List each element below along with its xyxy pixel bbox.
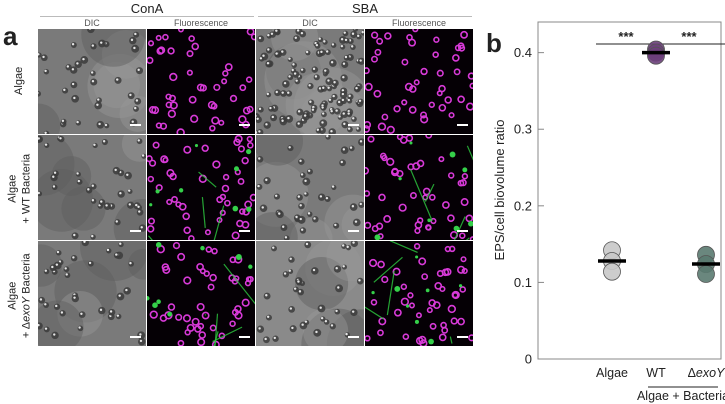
image-algae-exoy-cona-fluorescence	[147, 241, 255, 346]
image-algae-exoy-sba-fluorescence	[365, 241, 473, 346]
col-label-sba-fluorescence: Fluorescence	[391, 18, 447, 28]
group-title-cona: ConA	[130, 1, 164, 16]
image-algae-wt-sba-dic	[256, 135, 364, 240]
x-category-label: WT	[646, 366, 666, 380]
image-algae-cona-fluorescence	[147, 29, 255, 134]
significance-label: ***	[681, 29, 697, 44]
col-label-cona-fluorescence: Fluorescence	[173, 18, 229, 28]
row-label-algae-exoy-line2: + ΔexoY Bacteria	[20, 253, 32, 339]
row-label-algae-exoy-line1: Algae	[6, 281, 19, 310]
row-label-algae-wt-line1: Algae	[6, 174, 19, 203]
image-algae-exoy-sba-dic	[256, 241, 364, 346]
data-point	[647, 46, 665, 65]
row-label-algae-text: Algae	[13, 66, 26, 95]
col-label-sba-dic: DIC	[302, 18, 318, 28]
y-tick-label: 0	[525, 352, 532, 367]
col-label-cona-dic: DIC	[84, 18, 100, 28]
eps-ratio-chart: EPS/cell biovolume ratio 0 0.1 0.2 0.3 0.4 A…	[492, 21, 725, 403]
panel-a-letter: a	[3, 21, 18, 51]
image-algae-sba-dic	[256, 29, 364, 134]
image-algae-exoy-cona-dic	[38, 241, 146, 346]
y-tick-label: 0.1	[514, 275, 532, 290]
image-algae-cona-dic	[38, 29, 146, 134]
y-axis-label: EPS/cell biovolume ratio	[492, 120, 507, 261]
significance-label: ***	[618, 29, 634, 44]
image-algae-wt-cona-fluorescence	[147, 135, 255, 240]
group-rule-sba	[258, 16, 472, 17]
image-algae-wt-sba-fluorescence	[365, 135, 473, 240]
data-point	[603, 262, 621, 281]
group-label: Algae + Bacteria	[637, 389, 725, 403]
row-label-algae-wt-line2: + WT Bacteria	[20, 153, 32, 224]
x-category-label: Algae	[596, 366, 628, 380]
group-title-sba: SBA	[351, 1, 378, 16]
panel-b-letter: b	[486, 28, 502, 58]
row-label-algae-wt: Algae + WT Bacteria	[6, 149, 34, 229]
x-category-label: ΔexoY	[688, 366, 725, 380]
data-point	[697, 265, 715, 283]
y-tick-label: 0.4	[514, 45, 532, 60]
row-label-algae-exoy: Algae + ΔexoY Bacteria	[6, 246, 34, 346]
group-rule-cona	[40, 16, 254, 17]
y-tick-label: 0.3	[514, 122, 532, 137]
row-label-algae: Algae	[13, 41, 27, 121]
plot-frame	[537, 21, 722, 360]
image-algae-wt-cona-dic	[38, 135, 146, 240]
image-algae-sba-fluorescence	[365, 29, 473, 134]
y-tick-label: 0.2	[514, 198, 532, 213]
